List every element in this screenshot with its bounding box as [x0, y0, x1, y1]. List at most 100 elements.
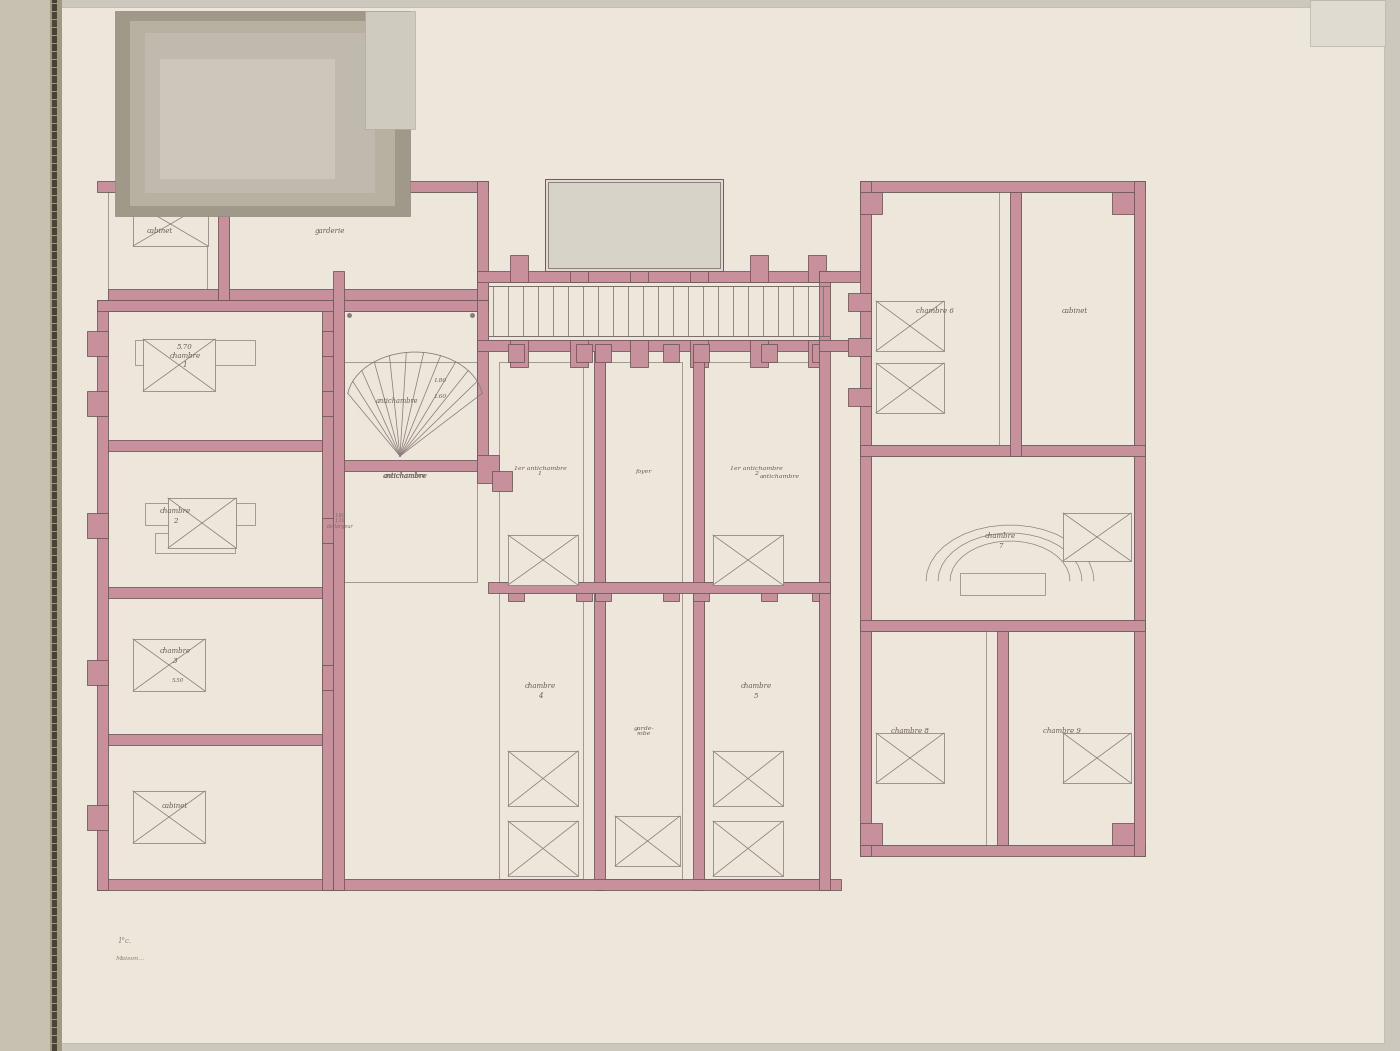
Bar: [52, 604, 57, 611]
Bar: [52, 822, 57, 832]
Bar: [52, 316, 57, 323]
Text: antichambre: antichambre: [384, 472, 426, 480]
Bar: [52, 700, 57, 707]
Bar: [52, 114, 59, 124]
Bar: [52, 36, 57, 43]
Bar: [871, 192, 1000, 445]
Bar: [848, 338, 871, 356]
Bar: [52, 332, 57, 339]
Bar: [108, 588, 322, 598]
Bar: [52, 956, 57, 963]
Bar: [50, 150, 57, 160]
Bar: [97, 181, 489, 192]
Text: chambre
7: chambre 7: [984, 533, 1015, 550]
Text: chambre 6: chambre 6: [916, 307, 953, 315]
Bar: [52, 796, 57, 803]
Bar: [53, 102, 59, 112]
Bar: [50, 582, 56, 592]
Bar: [53, 318, 59, 328]
Bar: [52, 420, 57, 427]
Bar: [52, 940, 57, 947]
Bar: [876, 301, 944, 351]
Bar: [52, 300, 57, 307]
Bar: [52, 548, 57, 555]
Text: 1°c.: 1°c.: [118, 937, 132, 945]
Bar: [130, 21, 395, 206]
Bar: [52, 12, 57, 19]
Bar: [508, 821, 578, 875]
Bar: [876, 733, 944, 783]
Bar: [108, 289, 218, 300]
Bar: [50, 762, 57, 772]
Bar: [52, 572, 57, 579]
Bar: [52, 716, 57, 723]
Bar: [52, 748, 57, 755]
Bar: [52, 412, 57, 419]
Bar: [52, 60, 57, 67]
Bar: [52, 380, 57, 387]
Text: antichambre: antichambre: [375, 397, 419, 405]
Bar: [50, 618, 56, 628]
Bar: [52, 820, 57, 827]
Bar: [55, 547, 60, 556]
Bar: [52, 916, 57, 923]
Bar: [1021, 192, 1134, 445]
Bar: [53, 462, 59, 472]
Bar: [49, 174, 56, 184]
Bar: [322, 300, 333, 890]
Bar: [860, 823, 882, 845]
Bar: [49, 257, 56, 268]
Bar: [52, 948, 57, 955]
Bar: [344, 311, 477, 471]
Bar: [52, 780, 57, 787]
Bar: [53, 738, 60, 748]
Bar: [52, 1002, 57, 1012]
Bar: [52, 401, 59, 412]
Bar: [53, 474, 60, 485]
Bar: [510, 341, 528, 367]
Bar: [52, 116, 57, 123]
Bar: [819, 341, 860, 351]
Text: antichambre: antichambre: [760, 474, 799, 478]
Bar: [230, 289, 477, 300]
Bar: [52, 164, 57, 171]
Bar: [52, 620, 57, 627]
Bar: [52, 666, 57, 676]
Bar: [160, 59, 335, 179]
Bar: [690, 341, 708, 367]
Bar: [52, 396, 57, 403]
Bar: [52, 900, 57, 907]
Bar: [52, 804, 57, 811]
Bar: [52, 341, 57, 347]
Bar: [508, 344, 524, 362]
Bar: [322, 665, 337, 691]
Bar: [52, 628, 57, 635]
Bar: [52, 788, 57, 795]
Bar: [52, 284, 57, 291]
Polygon shape: [1310, 0, 1385, 43]
Bar: [52, 210, 59, 220]
Bar: [55, 54, 60, 64]
Bar: [97, 300, 108, 890]
Text: 1.60
1.10
de largeur: 1.60 1.10 de largeur: [328, 513, 353, 530]
Bar: [52, 428, 57, 435]
Bar: [477, 271, 830, 282]
Bar: [52, 452, 57, 459]
Bar: [52, 108, 57, 115]
Bar: [50, 1014, 56, 1024]
Bar: [570, 255, 588, 282]
Bar: [860, 845, 1145, 856]
Bar: [52, 268, 57, 275]
Bar: [55, 750, 60, 760]
Bar: [50, 90, 56, 100]
Bar: [333, 271, 344, 890]
Bar: [1112, 823, 1134, 845]
Bar: [87, 331, 108, 356]
Bar: [52, 236, 57, 243]
Bar: [960, 573, 1044, 595]
Bar: [53, 366, 60, 376]
Bar: [52, 836, 57, 843]
Bar: [52, 485, 57, 491]
Bar: [510, 255, 528, 282]
Text: 1.60: 1.60: [434, 393, 447, 398]
